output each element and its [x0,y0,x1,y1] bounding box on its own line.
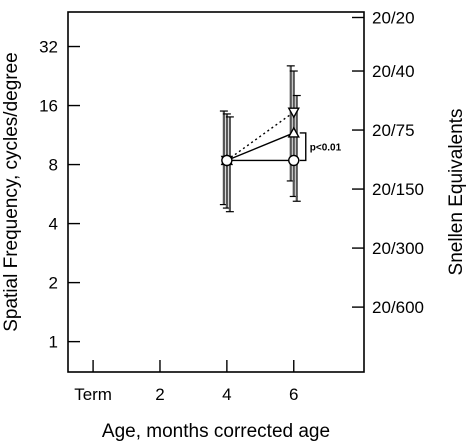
triangle-down-marker [287,107,300,119]
y-axis-left: 1 2 4 8 16 32 [39,38,80,352]
series-line [226,111,295,161]
circle-marker [221,154,233,167]
y2-tick-label: 20/600 [372,298,424,317]
y-tick-label: 8 [49,156,58,175]
x-axis-title: Age, months corrected age [102,421,330,442]
y2-tick-label: 20/40 [372,62,415,81]
plot-frame [67,11,365,373]
x-tick-label: 4 [222,385,231,404]
x-tick-label: 6 [289,385,298,404]
circle-marker [288,154,300,167]
x-tick-label: Term [74,385,112,404]
significance-bracket [299,132,307,162]
triangle-up-marker [287,126,300,138]
y-tick-label: 2 [49,274,58,293]
y2-tick-label: 20/75 [372,121,415,140]
annotation-layer: p<0.01 [299,132,342,162]
x-tick-label: 2 [155,385,164,404]
series-line [226,132,295,162]
series-layer [219,65,301,213]
x-axis: Term 2 4 6 [74,360,298,404]
y-tick-label: 32 [39,38,58,57]
y2-tick-label: 20/300 [372,239,424,258]
y2-tick-label: 20/150 [372,180,424,199]
y-tick-label: 1 [49,333,58,352]
y-tick-label: 16 [39,97,58,116]
y-axis-right: 20/600 20/300 20/150 20/75 20/40 20/20 [352,8,424,317]
significance-label: p<0.01 [310,143,342,154]
y-tick-label: 4 [49,215,58,234]
y-axis-title: Spatial Frequency, cycles/degree [1,52,22,332]
y2-axis-title: Snellen Equivalents [446,109,467,276]
y2-tick-label: 20/20 [372,8,415,27]
